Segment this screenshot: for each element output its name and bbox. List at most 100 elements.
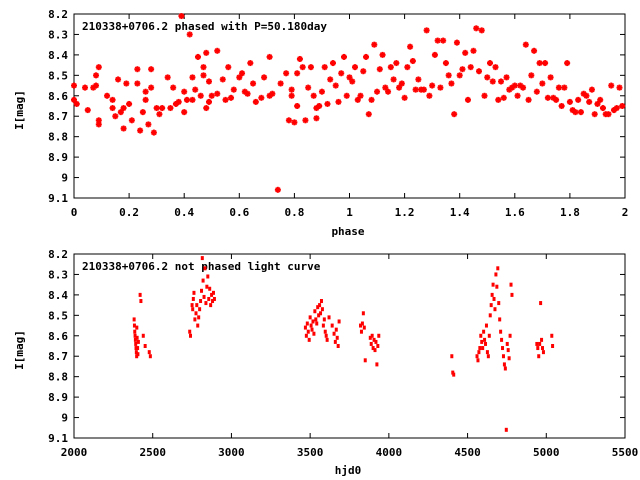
data-point <box>307 337 311 342</box>
data-point <box>109 96 116 103</box>
data-point <box>167 105 174 112</box>
data-point <box>495 284 499 289</box>
data-point <box>362 325 366 330</box>
y-tick-label: 8.6 <box>48 90 68 103</box>
data-point <box>188 329 192 334</box>
data-point <box>494 272 498 277</box>
data-point <box>423 27 430 34</box>
data-point <box>536 346 540 351</box>
data-point <box>269 90 276 97</box>
data-point <box>327 315 331 320</box>
data-point <box>452 372 456 377</box>
y-tick-label: 8.2 <box>48 248 68 261</box>
data-point <box>203 266 207 271</box>
data-point <box>514 92 521 99</box>
data-point <box>150 129 157 136</box>
data-point <box>558 103 565 109</box>
data-point <box>188 333 192 338</box>
data-point <box>491 282 495 287</box>
data-point <box>473 25 480 32</box>
data-point <box>577 109 584 116</box>
data-point <box>360 68 367 75</box>
data-point <box>137 127 144 134</box>
y-axis-label: I[mag] <box>13 330 26 370</box>
data-point <box>451 111 458 118</box>
data-point <box>132 317 136 322</box>
data-point <box>501 346 505 351</box>
data-point <box>159 105 166 112</box>
data-point <box>277 80 284 87</box>
y-tick-label: 8.4 <box>48 49 68 62</box>
data-point <box>539 301 543 306</box>
data-point <box>322 317 326 322</box>
data-point <box>485 350 489 355</box>
unphased-light-curve-panel: 210338+0706.2 not phased light curve hjd… <box>13 248 638 477</box>
data-point <box>498 317 502 322</box>
data-point <box>445 72 452 79</box>
data-point <box>575 96 582 103</box>
data-point <box>82 84 89 91</box>
data-point <box>93 72 100 79</box>
data-point <box>305 84 312 91</box>
data-point <box>613 105 620 112</box>
data-point <box>200 288 204 293</box>
phased-light-curve-panel: 210338+0706.2 phased with P=50.180day ph… <box>13 8 628 238</box>
data-point <box>258 94 265 101</box>
x-axis-ticks: 2000 2500 3000 3500 4000 4500 5000 5500 <box>61 254 639 459</box>
x-tick-label: 0.4 <box>174 206 194 219</box>
data-point <box>309 323 313 328</box>
y-axis-ticks: 8.2 8.3 8.4 8.5 8.6 8.7 8.8 8.9 9 9.1 <box>48 248 625 445</box>
data-point <box>307 64 314 71</box>
data-point <box>484 74 491 81</box>
data-point <box>420 86 427 93</box>
data-point <box>195 303 199 308</box>
data-point <box>156 111 163 118</box>
data-point <box>415 76 422 83</box>
data-point <box>139 299 143 304</box>
data-point <box>501 354 505 359</box>
data-point <box>317 313 321 318</box>
data-point <box>540 337 544 342</box>
data-point <box>505 341 509 346</box>
data-point <box>483 337 487 342</box>
data-point <box>489 78 496 85</box>
x-tick-label: 5500 <box>612 446 639 459</box>
data-point <box>448 80 455 87</box>
data-point <box>306 329 310 334</box>
chart-title: 210338+0706.2 not phased light curve <box>82 260 321 273</box>
data-point <box>467 64 474 71</box>
data-point <box>123 80 130 87</box>
data-point <box>361 311 365 316</box>
data-point <box>136 339 140 344</box>
data-point <box>564 60 571 67</box>
data-point <box>464 96 471 103</box>
data-point <box>390 76 397 83</box>
x-tick-label: 0.6 <box>229 206 249 219</box>
data-point <box>318 88 325 95</box>
data-point <box>484 341 488 346</box>
data-point <box>442 60 449 67</box>
data-point <box>541 346 545 351</box>
data-point <box>139 109 146 116</box>
y-tick-label: 8.8 <box>48 131 68 144</box>
data-point <box>283 70 290 77</box>
data-point <box>192 86 199 93</box>
data-point <box>396 84 403 91</box>
data-point <box>377 333 381 338</box>
data-point <box>370 333 374 338</box>
data-point <box>456 72 463 79</box>
data-point <box>202 294 206 299</box>
y-tick-label: 9 <box>61 412 68 425</box>
data-point <box>335 335 339 340</box>
data-point <box>178 13 185 20</box>
data-point <box>250 80 257 87</box>
data-point <box>199 299 203 304</box>
data-point <box>194 53 201 60</box>
data-point <box>489 303 493 308</box>
data-point <box>196 323 200 328</box>
data-point <box>208 92 215 99</box>
x-tick-label: 4000 <box>376 446 403 459</box>
data-point <box>338 70 345 77</box>
data-point <box>143 344 147 348</box>
data-point <box>335 98 342 105</box>
